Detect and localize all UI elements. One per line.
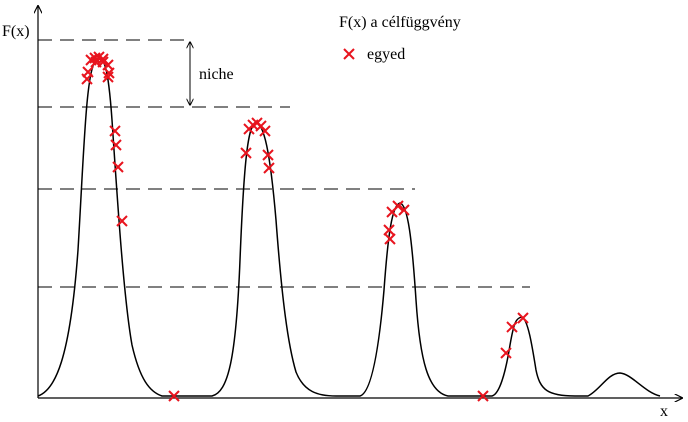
individual-marker	[116, 215, 128, 227]
individual-marker	[477, 390, 489, 402]
individual-marker	[500, 347, 512, 359]
legend-curve-label: F(x) a célfüggvény	[339, 14, 461, 31]
niche-label: niche	[199, 66, 234, 83]
individual-marker	[90, 56, 102, 68]
individual-marker	[109, 125, 121, 137]
legend-marker-label: egyed	[367, 46, 405, 63]
legend-marker-icon	[343, 48, 355, 60]
individual-marker	[384, 233, 396, 245]
individual-marker	[103, 67, 115, 79]
y-axis-label: F(x)	[2, 23, 30, 40]
individual-marker	[262, 149, 274, 161]
individual-marker	[506, 321, 518, 333]
individual-marker	[259, 125, 271, 137]
individuals	[81, 51, 529, 402]
individual-marker	[383, 224, 395, 236]
individual-marker	[168, 390, 180, 402]
individual-marker	[102, 71, 114, 83]
individual-marker	[263, 162, 275, 174]
individual-marker	[110, 139, 122, 151]
x-axis-label: x	[660, 403, 668, 420]
individual-marker	[517, 312, 529, 324]
individual-marker	[82, 66, 94, 78]
individual-marker	[392, 200, 404, 212]
individual-marker	[112, 161, 124, 173]
individual-marker	[240, 147, 252, 159]
objective-curve	[37, 58, 661, 397]
individual-marker	[398, 204, 410, 216]
